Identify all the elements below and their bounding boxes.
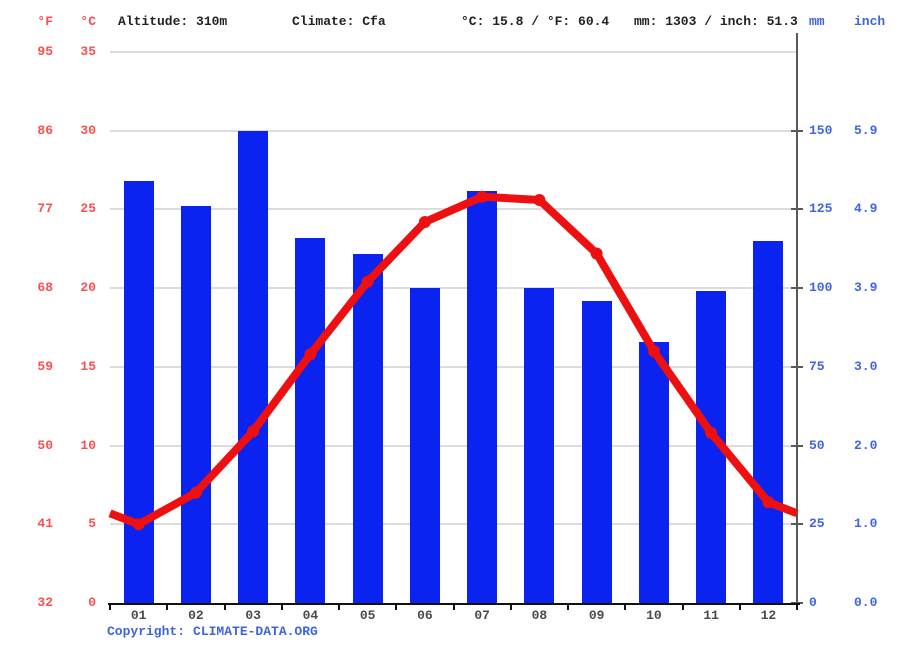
gridline xyxy=(110,208,797,211)
gridline xyxy=(110,287,797,290)
y-axis-label-c: 10 xyxy=(80,437,96,453)
precip-bar xyxy=(524,288,555,603)
precip-bar xyxy=(753,240,784,603)
y-axis-label-f: 59 xyxy=(37,358,53,374)
y-axis-label-inch: 3.0 xyxy=(854,358,878,374)
right-axis-line xyxy=(796,33,798,603)
x-axis-label-month: 09 xyxy=(588,608,605,623)
x-axis-tick xyxy=(509,603,512,610)
y-axis-label-mm: 25 xyxy=(809,516,825,532)
temperature-point xyxy=(590,247,603,260)
precip-bar xyxy=(638,341,669,603)
y-axis-label-inch: 5.9 xyxy=(854,122,878,138)
gridline xyxy=(110,129,797,132)
precip-bar xyxy=(696,291,727,603)
y-axis-label-inch: 2.0 xyxy=(854,437,878,453)
precip-bar xyxy=(123,181,154,603)
x-axis-label-month: 02 xyxy=(188,608,204,623)
right-axis-tick xyxy=(791,444,803,447)
climate-classification-label: Climate: Cfa xyxy=(292,14,386,29)
y-axis-label-c: 20 xyxy=(80,280,96,296)
inch-unit-toggle[interactable]: inch xyxy=(854,14,886,29)
gridline xyxy=(110,444,797,447)
x-axis-label-month: 04 xyxy=(302,608,319,623)
x-axis-label-month: 08 xyxy=(531,608,548,623)
copyright-link[interactable]: CLIMATE-DATA.ORG xyxy=(193,624,318,639)
y-axis-label-c: 30 xyxy=(80,122,96,138)
precip-bar xyxy=(352,253,383,603)
y-axis-label-inch: 1.0 xyxy=(854,516,878,532)
temperature-point xyxy=(418,216,431,228)
y-axis-label-inch: 3.9 xyxy=(854,280,878,296)
y-axis-label-c: 15 xyxy=(80,358,96,374)
y-axis-label-f: 32 xyxy=(37,595,53,610)
mm-unit-toggle[interactable]: mm xyxy=(809,14,825,29)
y-axis-label-mm: 50 xyxy=(809,437,825,453)
precip-bar xyxy=(581,300,612,603)
x-axis-tick xyxy=(624,603,627,610)
x-axis-label-month: 07 xyxy=(474,608,490,623)
x-axis-tick xyxy=(567,603,569,610)
y-axis-label-c: 0 xyxy=(88,595,96,610)
x-axis-tick xyxy=(338,603,340,610)
x-axis-tick xyxy=(109,603,111,610)
right-axis-tick xyxy=(791,129,803,132)
fahrenheit-axis-unit: °F xyxy=(37,14,53,29)
gridline xyxy=(110,51,797,53)
y-axis-label-f: 68 xyxy=(37,280,53,296)
y-axis-label-inch: 4.9 xyxy=(854,201,878,217)
temperature-point xyxy=(533,194,546,206)
precip-bar xyxy=(238,130,269,603)
right-axis-tick xyxy=(791,365,803,368)
temperature-line xyxy=(108,192,799,529)
copyright-label: Copyright: xyxy=(107,624,186,639)
right-axis-tick xyxy=(791,208,803,211)
x-axis-label-month: 05 xyxy=(359,608,376,623)
y-axis-label-f: 77 xyxy=(37,201,53,217)
precip-bar xyxy=(295,237,326,603)
x-axis-label-month: 01 xyxy=(130,608,147,623)
x-axis-tick xyxy=(681,603,684,610)
x-axis-tick xyxy=(280,603,283,610)
y-axis-label-c: 5 xyxy=(88,516,96,532)
y-axis-label-f: 86 xyxy=(37,122,53,138)
right-axis-tick xyxy=(791,287,803,290)
y-axis-label-mm: 150 xyxy=(809,122,833,138)
x-axis-tick xyxy=(395,603,398,610)
x-axis-tick xyxy=(166,603,169,610)
gridline xyxy=(110,523,797,526)
x-axis-label-month: 11 xyxy=(703,608,719,623)
x-axis-label-month: 12 xyxy=(760,608,777,623)
precip-bar xyxy=(180,206,211,603)
precip-bar xyxy=(467,190,498,603)
gridline xyxy=(110,365,797,368)
copyright: Copyright: CLIMATE-DATA.ORG xyxy=(107,624,318,640)
y-axis-label-mm: 100 xyxy=(809,280,833,296)
annual-precipitation-label: mm: 1303 / inch: 51.3 xyxy=(634,14,798,29)
x-axis-label-month: 06 xyxy=(417,608,433,623)
x-axis-tick xyxy=(223,603,226,610)
x-axis-tick xyxy=(452,603,455,610)
y-axis-label-c: 25 xyxy=(80,201,96,217)
y-axis-label-mm: 75 xyxy=(809,358,825,374)
y-axis-label-mm: 0 xyxy=(809,595,817,610)
y-axis-label-f: 95 xyxy=(37,44,53,59)
altitude-label: Altitude: 310m xyxy=(118,14,228,29)
celsius-axis-unit: °C xyxy=(80,14,96,29)
x-axis-tick xyxy=(796,603,798,610)
x-axis-label-month: 03 xyxy=(245,608,261,623)
right-axis-tick xyxy=(791,523,803,526)
y-axis-label-inch: 0.0 xyxy=(854,595,878,610)
x-axis-tick xyxy=(738,603,741,610)
y-axis-label-c: 35 xyxy=(80,44,96,59)
y-axis-label-f: 41 xyxy=(37,516,53,532)
y-axis-label-mm: 125 xyxy=(809,201,833,217)
average-temperature-label: °C: 15.8 / °F: 60.4 xyxy=(461,14,610,29)
y-axis-label-f: 50 xyxy=(37,437,53,453)
precip-bar xyxy=(409,288,440,603)
x-axis-label-month: 10 xyxy=(646,608,662,623)
